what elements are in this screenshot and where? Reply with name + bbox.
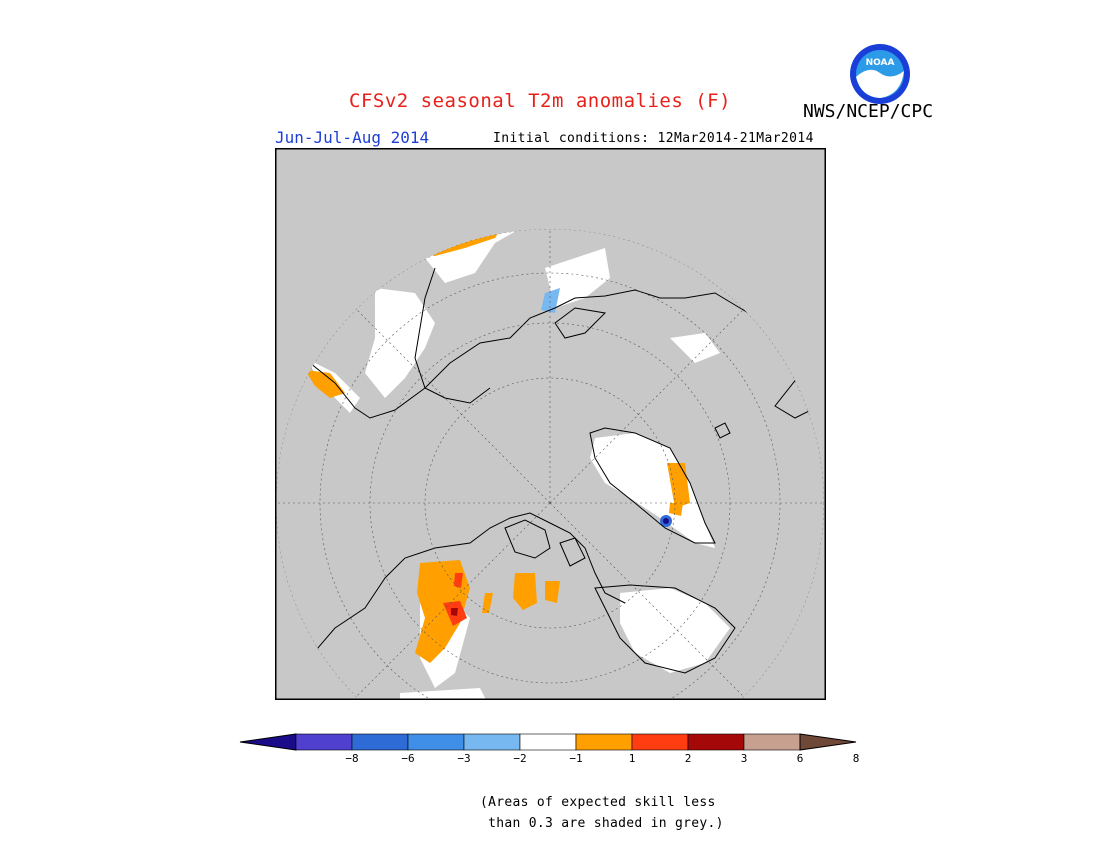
legend-swatch [631, 733, 689, 751]
polar-anomaly-map [275, 148, 826, 700]
legend-tick-label: −6 [401, 752, 414, 765]
legend-arrow-low [239, 733, 297, 751]
initial-conditions: Initial conditions: 12Mar2014-21Mar2014 [493, 131, 814, 146]
legend-arrow-high [799, 733, 857, 751]
logo-text: NOAA [866, 58, 895, 68]
very-strong-warm-area [451, 608, 458, 616]
color-legend: −8 −6 −3 −2 −1 1 2 3 6 8 [239, 733, 860, 765]
legend-tick-label: 8 [853, 752, 860, 765]
map-frame [275, 148, 826, 700]
cool-anomaly-areas [541, 288, 672, 527]
legend-tick-label: −8 [345, 752, 358, 765]
legend-tick-label: 1 [629, 752, 636, 765]
legend-swatch [519, 733, 577, 751]
legend-swatch [463, 733, 521, 751]
legend-tick-label: 2 [685, 752, 692, 765]
skill-mask-background [275, 148, 826, 700]
forecast-period: Jun-Jul-Aug 2014 [275, 128, 430, 147]
coastlines [284, 229, 824, 674]
noaa-logo-icon: NOAA [850, 44, 910, 104]
legend-swatch [407, 733, 465, 751]
agency-label: NWS/NCEP/CPC [803, 101, 934, 122]
legend-tick-label: 6 [797, 752, 804, 765]
legend-tick-label: −3 [457, 752, 470, 765]
legend-swatch [351, 733, 409, 751]
legend-swatch [687, 733, 745, 751]
skill-note: (Areas of expected skill less than 0.3 a… [480, 795, 724, 831]
legend-tick-label: −1 [569, 752, 582, 765]
legend-tick-label: 3 [741, 752, 748, 765]
legend-swatch [295, 733, 353, 751]
legend-tick-label: −2 [513, 752, 526, 765]
chart-title: CFSv2 seasonal T2m anomalies (F) [349, 90, 732, 112]
legend-swatch [743, 733, 801, 751]
graticule [276, 229, 824, 700]
legend-swatch [575, 733, 633, 751]
